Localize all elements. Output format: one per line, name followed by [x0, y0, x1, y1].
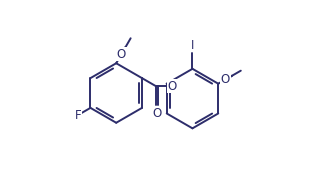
Text: O: O — [221, 73, 230, 86]
Text: I: I — [191, 39, 194, 52]
Text: F: F — [75, 109, 81, 122]
Text: O: O — [117, 48, 126, 61]
Text: O: O — [152, 107, 162, 120]
Text: O: O — [168, 80, 177, 92]
